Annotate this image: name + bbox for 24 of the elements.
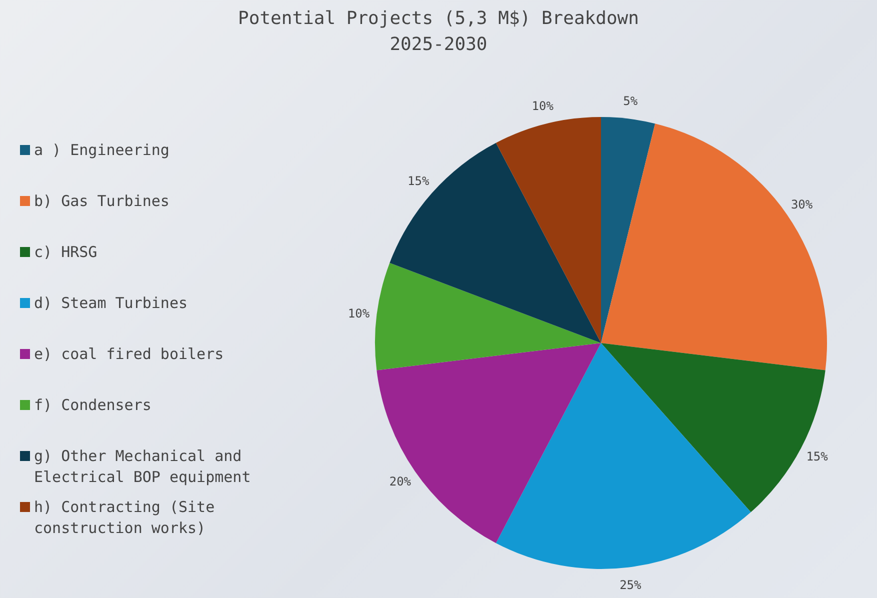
data-label: 10% [348,306,370,321]
legend-label: f) Condensers [34,395,152,416]
legend-label: h) Contracting (Site construction works) [34,497,216,539]
data-label: 15% [806,449,829,464]
chart-title: Potential Projects (5,3 M$) Breakdown 2025-2030 [237,7,640,57]
legend-label: g) Other Mechanical and Electrical BOP equipment [34,446,252,488]
pie-slice [601,124,827,370]
pie-slice [390,142,601,343]
data-label: 25% [620,578,642,592]
legend-label: e) coal fired boilers [34,344,224,365]
data-label: 15% [408,174,430,188]
legend-label: a ) Engineering [34,140,170,161]
legend-label: b) Gas Turbines [34,191,170,212]
data-label: 20% [389,474,412,489]
pie-slice [376,343,601,544]
data-label: 30% [790,197,814,212]
legend-label: c) HRSG [34,242,98,263]
pie-slice [601,117,656,343]
data-label: 10% [532,99,554,114]
pie-slice [496,117,601,343]
legend-label: d) Steam Turbines [34,293,188,314]
data-label: 5% [623,94,638,108]
pie-slice [375,262,601,370]
pie-slice [496,343,751,569]
